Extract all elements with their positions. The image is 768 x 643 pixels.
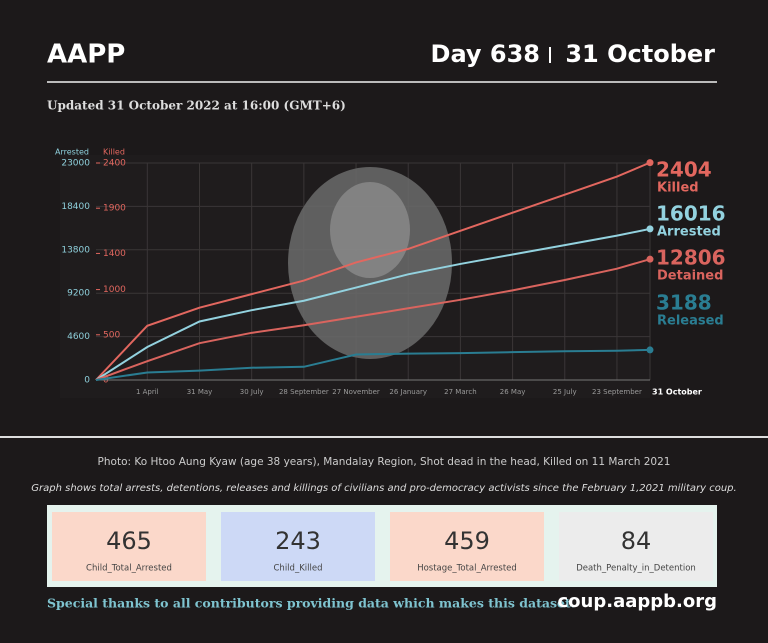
end-name: Killed [657,181,699,196]
y-tick-label: 18400 [61,202,90,212]
end-name: Detained [657,269,723,284]
y-axis-title: Arrested [55,148,89,157]
stat-card [559,512,713,581]
x-tick-label: 26 January [389,388,427,396]
series-line [95,161,651,381]
end-name: Arrested [657,225,721,240]
y2-tick-label: 2400 [103,159,126,169]
stat-label: Child_Killed [274,564,323,574]
end-point [646,346,654,354]
stat-label: Death_Penalty_in_Detention [576,564,696,574]
title: AAPP [47,40,125,70]
x-tick-label: 31 May [187,388,213,396]
x-tick-label: 30 July [240,388,264,396]
x-tick-label: 1 April [136,388,159,396]
end-value: 3188 [656,291,712,315]
x-tick-label: 31 October [652,388,702,397]
y2-tick-label: 1400 [103,249,126,259]
y-tick-label: 4600 [67,332,90,342]
day: Day 638 [431,40,540,68]
chart: 0460092001380018400230000500100014001900… [55,148,726,398]
series-line [95,348,651,381]
stat-label: Hostage_Total_Arrested [417,564,517,574]
stat-card [221,512,375,581]
separator [549,47,551,63]
x-tick-label: 23 September [592,388,642,396]
stat-card [390,512,544,581]
end-value: 16016 [656,202,726,226]
y-tick-label: 13800 [61,245,90,255]
x-tick-label: 27 November [332,388,380,396]
end-point [646,255,654,263]
y2-axis-title: Killed [103,148,125,157]
updated: Updated 31 October 2022 at 16:00 (GMT+6) [47,99,346,113]
stat-value: 465 [106,527,152,555]
x-tick-label: 28 September [279,388,329,396]
stat-value: 84 [621,527,652,555]
stat-label: Child_Total_Arrested [86,564,172,574]
y-tick-label: 9200 [67,289,90,299]
series-line [95,258,651,381]
y2-tick-label: 1000 [103,285,126,295]
x-tick-label: 25 July [553,388,577,396]
stats: 465 Child_Total_Arrested 243 Child_Killed 45… [52,512,713,581]
date: 31 October [565,40,715,68]
note: Graph shows total arrests, detentions, r… [31,483,736,494]
end-point [646,225,654,233]
thanks: Special thanks to all contributors provi… [47,596,575,611]
end-name: Released [657,314,724,329]
end-value: 2404 [656,158,712,182]
end-point [646,159,654,167]
stat-value: 243 [275,527,321,555]
y-tick-label: 23000 [61,159,90,169]
series-line [95,227,651,381]
caption: Photo: Ko Htoo Aung Kyaw (age 38 years),… [98,456,671,468]
end-value: 12806 [656,246,726,270]
photo-shade [330,182,410,278]
x-tick-label: 27 March [444,388,476,396]
y2-tick-label: 500 [103,330,120,340]
url: coup.aappb.org [558,591,718,612]
stat-card [52,512,206,581]
y-tick-label: 0 [84,376,90,386]
y2-tick-label: 1900 [103,204,126,214]
stat-value: 459 [444,527,490,555]
x-tick-label: 26 May [500,388,526,396]
